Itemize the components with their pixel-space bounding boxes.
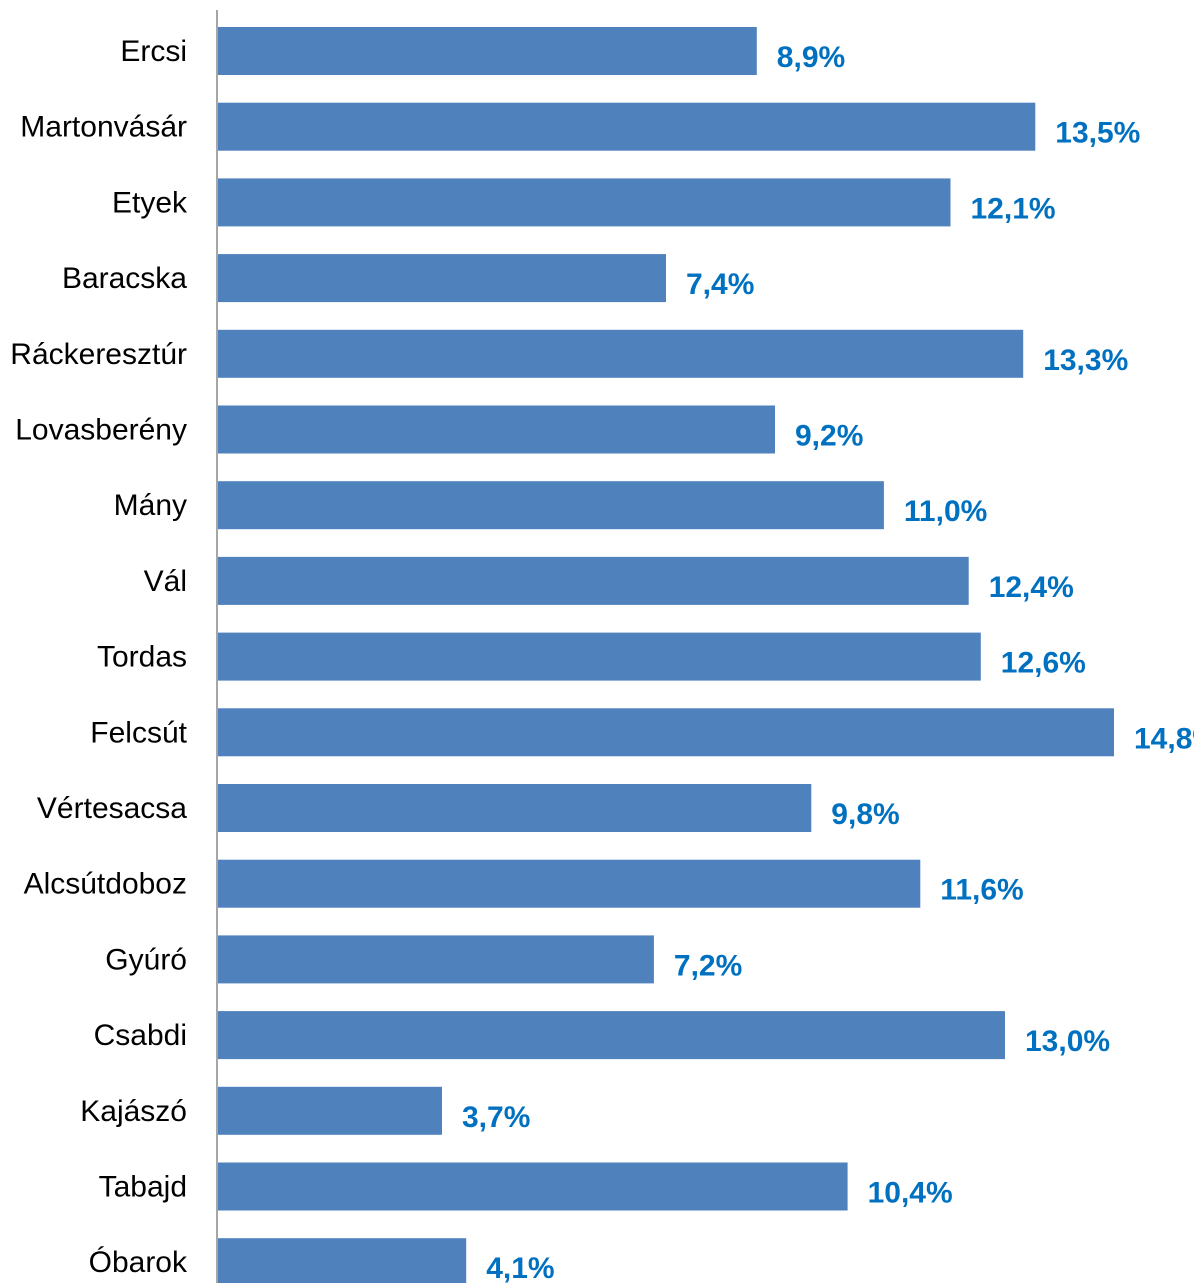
bar-1 [218,102,1036,151]
value-label: 9,8% [831,798,899,831]
bar-7 [218,556,969,605]
bar-14 [218,1086,442,1135]
category-label: Ercsi [120,35,187,68]
value-label: 11,0% [904,495,987,528]
category-label: Baracska [62,262,187,295]
bar-12 [218,935,654,984]
category-label: Alcsútdoboz [24,868,187,901]
value-label: 3,7% [462,1101,530,1134]
category-label: Tordas [97,641,187,674]
value-label: 13,0% [1025,1025,1110,1058]
category-label: Ráckeresztúr [10,338,187,371]
bar-2 [218,178,951,227]
bar-13 [218,1011,1005,1060]
category-label: Vértesacsa [37,792,187,825]
category-label: Tabajd [99,1171,187,1204]
category-label: Felcsút [90,716,187,749]
category-label: Martonvásár [20,111,187,144]
value-label: 13,5% [1055,117,1140,150]
value-label: 7,2% [674,949,742,982]
category-label: Gyúró [105,943,187,976]
bars-layer [218,27,1114,1287]
value-label: 12,6% [1001,647,1086,680]
value-label: 7,4% [686,268,754,301]
bar-8 [218,632,981,681]
bar-6 [218,481,884,530]
bar-11 [218,859,921,908]
value-label: 12,1% [971,192,1056,225]
category-labels-layer: Ercsi Martonvásár Etyek Baracska Ráckeresztú… [10,35,188,1279]
category-label: Etyek [112,186,188,219]
category-label: Kajászó [80,1095,187,1128]
bar-15 [218,1162,848,1211]
value-labels-layer: 8,9% 13,5% 12,1% 7,4% 13,3% 9,2% 11,0% 12,4% 12,… [462,41,1194,1285]
value-label: 13,3% [1043,344,1128,377]
value-label: 10,4% [868,1177,953,1210]
value-label: 8,9% [777,41,845,74]
category-label: Lovasberény [15,414,187,447]
value-label: 11,6% [940,874,1023,907]
bar-5 [218,405,775,454]
value-label: 9,2% [795,420,863,453]
bar-4 [218,329,1024,378]
value-label: 12,4% [989,571,1074,604]
value-label: 4,1% [486,1252,554,1283]
bar-10 [218,784,812,832]
category-label: Vál [144,565,187,598]
category-label: Csabdi [94,1019,187,1052]
bar-9 [218,708,1114,757]
category-label: Óbarok [89,1246,188,1279]
bar-3 [218,254,666,303]
bar-0 [218,27,757,75]
category-label: Mány [114,489,187,522]
value-label: 14,8% [1134,722,1194,755]
bar-16 [218,1238,467,1287]
